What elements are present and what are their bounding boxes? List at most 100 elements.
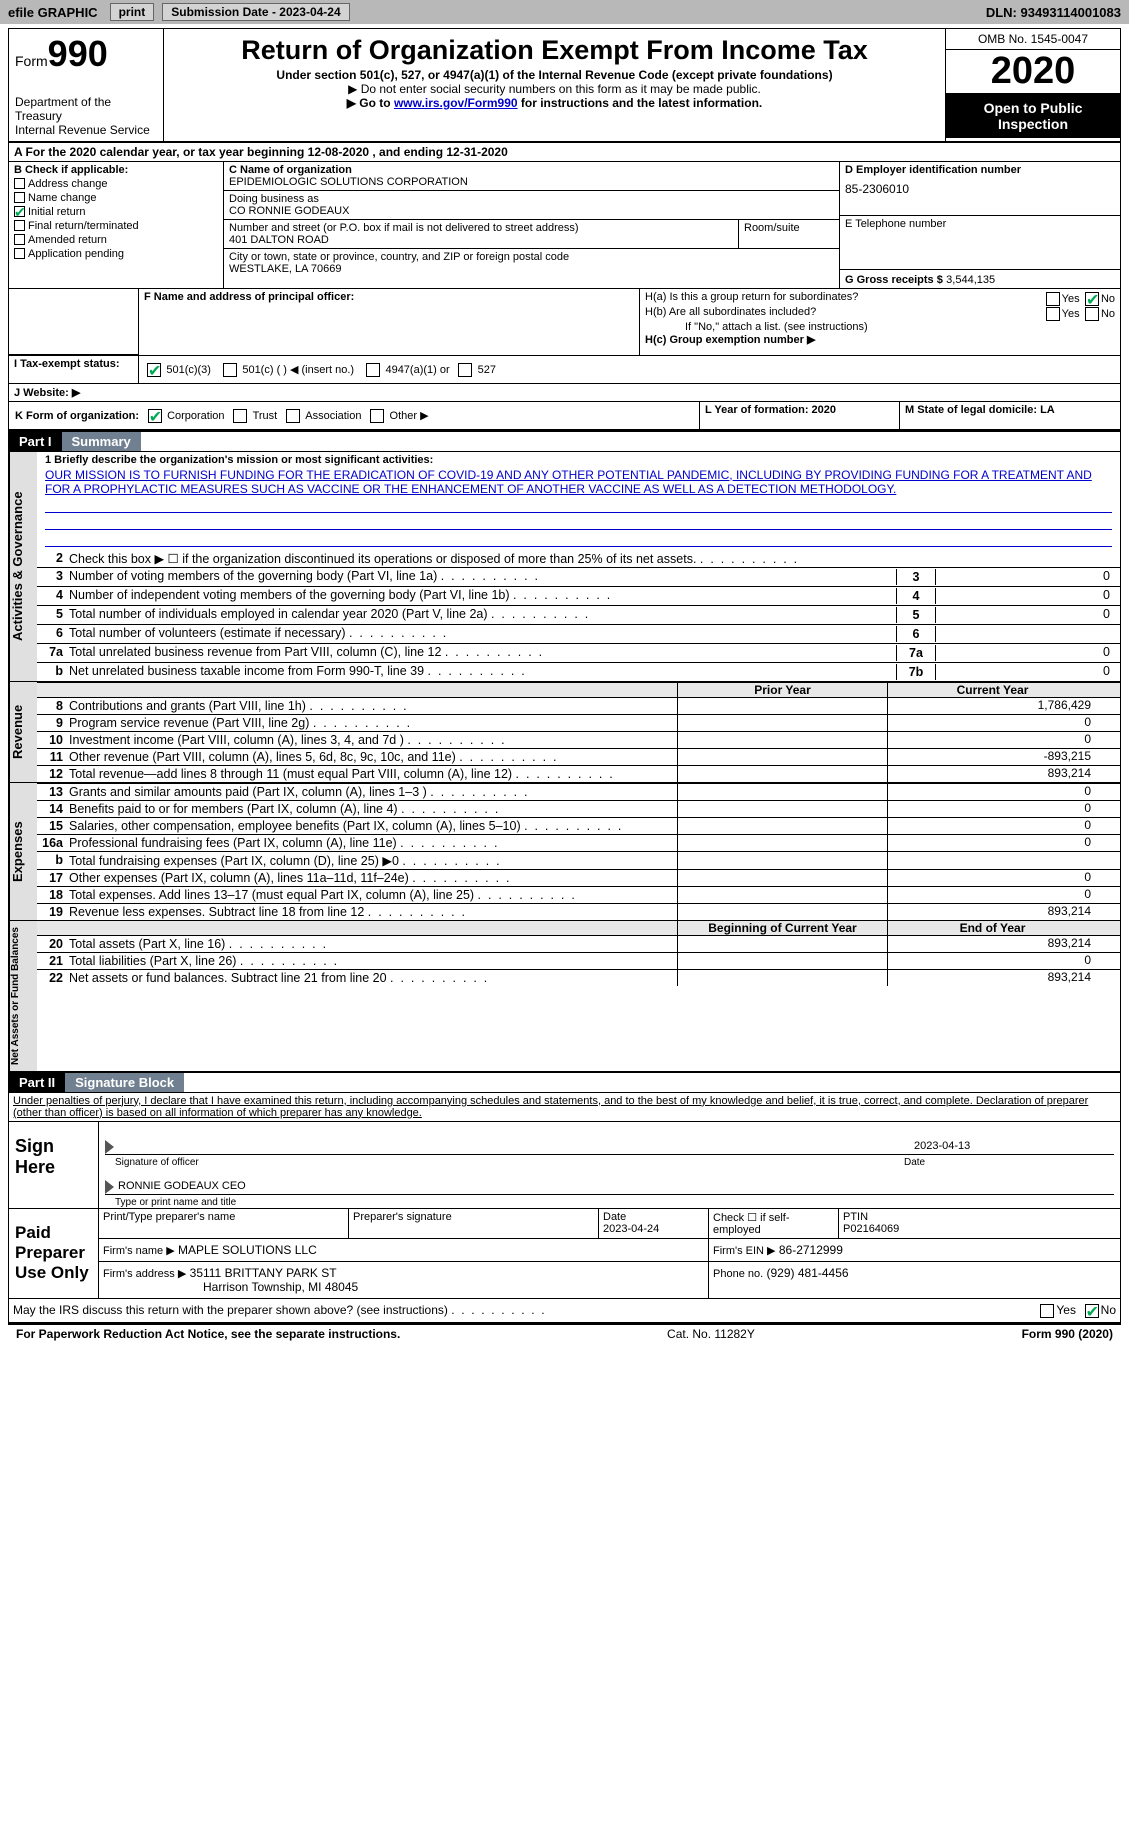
- b-opt-2: Initial return: [14, 204, 218, 218]
- line-num: 13: [41, 785, 69, 799]
- discuss-row: May the IRS discuss this return with the…: [8, 1299, 1121, 1323]
- line-desc: Total expenses. Add lines 13–17 (must eq…: [69, 888, 673, 902]
- b-opt-4: Amended return: [14, 232, 218, 246]
- hb-row: H(b) Are all subordinates included? Yes …: [645, 306, 1115, 321]
- print-button[interactable]: print: [110, 3, 155, 21]
- k-o1: Corporation: [167, 410, 224, 422]
- row-desc-wrap: 16aProfessional fundraising fees (Part I…: [37, 835, 677, 851]
- submission-date-button[interactable]: Submission Date - 2023-04-24: [162, 3, 349, 21]
- line-ag: 4Number of independent voting members of…: [37, 586, 1120, 605]
- prior-year-hdr: Prior Year: [677, 683, 887, 697]
- line-ag: 3Number of voting members of the governi…: [37, 567, 1120, 586]
- b-label: B Check if applicable:: [14, 164, 218, 176]
- checkbox-icon[interactable]: [14, 178, 25, 189]
- c-name-block: C Name of organization EPIDEMIOLOGIC SOL…: [224, 162, 839, 191]
- preparer-title: Paid Preparer Use Only: [9, 1209, 99, 1298]
- b-opt-1: Name change: [14, 190, 218, 204]
- subtitle-2: ▶ Do not enter social security numbers o…: [170, 82, 939, 96]
- i-o2: 501(c) ( ) ◀ (insert no.): [242, 364, 354, 376]
- prior-year-value: [677, 936, 887, 952]
- exp-section: Expenses 13Grants and similar amounts pa…: [8, 783, 1121, 921]
- prior-year-value: [677, 698, 887, 714]
- officer-name-line: RONNIE GODEAUX CEO: [105, 1180, 1114, 1195]
- line-num: b: [41, 853, 69, 867]
- line-desc: Total number of volunteers (estimate if …: [69, 626, 896, 640]
- b-opt-3: Final return/terminated: [14, 218, 218, 232]
- checkbox-icon[interactable]: [366, 363, 380, 377]
- checkbox-icon[interactable]: [147, 363, 161, 377]
- line-num: 9: [41, 716, 69, 730]
- b-opt-5: Application pending: [14, 246, 218, 260]
- na-lines: 20Total assets (Part X, line 16)893,2142…: [37, 935, 1120, 986]
- line-box-empty: [896, 551, 936, 553]
- line-box: 4: [896, 588, 936, 604]
- data-row: bTotal fundraising expenses (Part IX, co…: [37, 851, 1120, 869]
- dln-label: DLN: 93493114001083: [986, 5, 1129, 20]
- checkbox-icon[interactable]: [14, 248, 25, 259]
- current-year-value: 0: [887, 784, 1097, 800]
- c-city-block: City or town, state or province, country…: [224, 249, 839, 277]
- blank-line: [45, 533, 1112, 547]
- prior-year-value: [677, 953, 887, 969]
- line-ag: 5Total number of individuals employed in…: [37, 605, 1120, 624]
- current-year-value: 0: [887, 732, 1097, 748]
- checkbox-icon[interactable]: [1046, 307, 1060, 321]
- checkbox-icon[interactable]: [14, 220, 25, 231]
- irs-link[interactable]: www.irs.gov/Form990: [394, 96, 518, 110]
- prior-year-value: [677, 970, 887, 986]
- k-label: K Form of organization:: [15, 410, 139, 422]
- checkbox-icon[interactable]: [1046, 292, 1060, 306]
- prior-year-value: [677, 732, 887, 748]
- current-year-value: 893,214: [887, 970, 1097, 986]
- checkbox-icon[interactable]: [14, 234, 25, 245]
- l-label: L Year of formation: 2020: [700, 402, 900, 429]
- checkbox-icon[interactable]: [1040, 1304, 1054, 1318]
- g-value: 3,544,135: [946, 274, 995, 286]
- vtab-na: Net Assets or Fund Balances: [9, 921, 37, 1071]
- b-opt-0: Address change: [14, 176, 218, 190]
- current-year-value: 1,786,429: [887, 698, 1097, 714]
- footer-left: For Paperwork Reduction Act Notice, see …: [16, 1327, 400, 1341]
- blank-line: [45, 499, 1112, 513]
- arrow-icon: [105, 1180, 114, 1194]
- checkbox-icon[interactable]: [14, 206, 25, 217]
- checkbox-icon[interactable]: [148, 409, 162, 423]
- checkbox-icon[interactable]: [1085, 292, 1099, 306]
- rev-lines: 8Contributions and grants (Part VIII, li…: [37, 697, 1120, 782]
- current-year-value: 893,214: [887, 904, 1097, 920]
- no-label: No: [1101, 1303, 1116, 1317]
- i-opts: 501(c)(3) 501(c) ( ) ◀ (insert no.) 4947…: [139, 356, 1120, 383]
- b-opt-1-label: Name change: [28, 192, 97, 204]
- checkbox-icon[interactable]: [14, 192, 25, 203]
- data-row: 14Benefits paid to or for members (Part …: [37, 800, 1120, 817]
- line-num: 16a: [41, 836, 69, 850]
- checkbox-icon[interactable]: [458, 363, 472, 377]
- current-year-value: 0: [887, 801, 1097, 817]
- form-990: 990: [48, 33, 108, 74]
- e-block: E Telephone number: [840, 216, 1120, 270]
- checkbox-icon[interactable]: [223, 363, 237, 377]
- period-text: A For the 2020 calendar year, or tax yea…: [9, 143, 1120, 161]
- i-row: I Tax-exempt status: 501(c)(3) 501(c) ( …: [8, 355, 1121, 384]
- current-year-value: -893,215: [887, 749, 1097, 765]
- name-label: Type or print name and title: [99, 1197, 1120, 1208]
- checkbox-icon[interactable]: [1085, 307, 1099, 321]
- goto-prefix: ▶ Go to: [347, 96, 394, 110]
- period-row: A For the 2020 calendar year, or tax yea…: [8, 143, 1121, 162]
- part2-num: Part II: [9, 1073, 65, 1092]
- firm-addr-label: Firm's address ▶: [103, 1268, 186, 1280]
- officer-name: RONNIE GODEAUX CEO: [118, 1180, 246, 1194]
- sign-block: Sign Here 2023-04-13 Signature of office…: [8, 1121, 1121, 1209]
- firm-label: Firm's name ▶: [103, 1245, 175, 1257]
- line-desc: Net assets or fund balances. Subtract li…: [69, 971, 673, 985]
- e-label: E Telephone number: [845, 218, 1115, 230]
- current-year-value: 893,214: [887, 766, 1097, 782]
- checkbox-icon[interactable]: [286, 409, 300, 423]
- part1-title: Summary: [62, 432, 141, 451]
- checkbox-icon[interactable]: [370, 409, 384, 423]
- i-label: I Tax-exempt status:: [9, 356, 139, 383]
- checkbox-icon[interactable]: [233, 409, 247, 423]
- checkbox-icon[interactable]: [1085, 1304, 1099, 1318]
- bcy-hdr: Beginning of Current Year: [677, 921, 887, 935]
- line-value: 0: [936, 588, 1116, 602]
